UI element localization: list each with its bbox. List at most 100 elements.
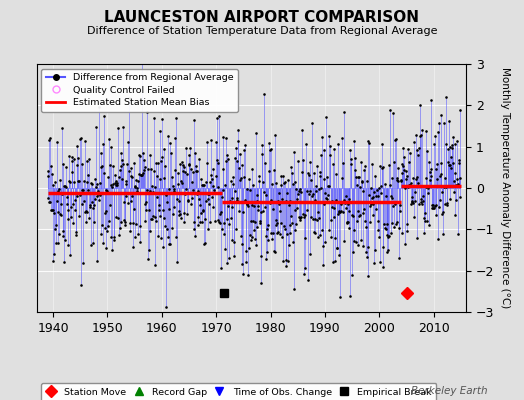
Point [402,176,410,182]
Point [276,208,284,214]
Point [206,172,215,178]
Point [73,142,81,149]
Point [321,190,329,196]
Point [326,152,334,158]
Point [394,165,402,172]
Point [189,187,197,193]
Point [355,212,363,219]
Point [266,147,274,154]
Point [422,128,431,135]
Point [179,162,187,168]
Point [358,178,366,185]
Point [344,218,352,225]
Point [195,219,204,226]
Point [174,180,182,187]
Point [370,259,378,266]
Point [272,222,280,228]
Point [333,244,341,251]
Point [434,120,443,126]
Point [392,136,400,142]
Point [407,201,415,207]
Point [431,212,440,218]
Text: Berkeley Earth: Berkeley Earth [411,386,487,396]
Point [285,202,293,208]
Point [333,245,341,251]
Point [340,238,348,244]
Point [456,175,465,182]
Point [165,206,173,212]
Point [219,133,227,140]
Point [276,220,285,226]
Point [275,201,283,208]
Point [379,264,387,270]
Point [239,209,247,215]
Point [452,182,461,188]
Point [93,193,101,199]
Point [62,184,70,190]
Point [116,224,124,231]
Point [231,188,239,194]
Point [405,182,413,188]
Point [450,178,458,184]
Point [389,109,397,116]
Point [376,259,384,266]
Point [416,102,424,108]
Point [354,208,363,214]
Point [400,185,409,192]
Point [366,218,375,225]
Text: LAUNCESTON AIRPORT COMPARISON: LAUNCESTON AIRPORT COMPARISON [104,10,420,25]
Point [148,188,157,195]
Point [44,195,52,202]
Point [135,153,144,160]
Point [185,162,193,168]
Point [219,166,227,172]
Point [108,181,117,188]
Point [421,184,430,190]
Point [336,209,344,215]
Point [124,200,133,206]
Point [181,169,189,175]
Point [413,235,421,241]
Point [54,240,62,247]
Point [237,175,245,182]
Point [196,176,205,182]
Point [316,232,324,238]
Point [332,170,340,177]
Point [155,207,163,213]
Point [260,160,269,166]
Point [121,219,129,225]
Point [403,228,411,234]
Point [109,163,117,169]
Point [296,216,304,223]
Point [373,199,381,205]
Point [238,241,247,247]
Point [246,232,254,239]
Point [257,280,265,286]
Point [390,159,398,165]
Point [361,162,369,169]
Point [223,260,231,266]
Point [385,233,394,239]
Point [324,227,333,234]
Point [184,198,192,204]
Point [373,218,381,225]
Point [119,199,128,205]
Point [421,210,429,216]
Point [83,179,91,185]
Point [129,206,138,212]
Point [133,188,141,194]
Point [203,196,212,202]
Point [357,178,366,184]
Point [366,185,375,192]
Point [95,104,103,110]
Point [165,240,173,247]
Point [292,220,301,227]
Point [348,212,357,219]
Point [408,198,416,204]
Point [78,161,86,168]
Point [98,162,106,169]
Point [362,224,370,230]
Point [350,226,358,233]
Point [65,178,73,184]
Point [385,162,393,169]
